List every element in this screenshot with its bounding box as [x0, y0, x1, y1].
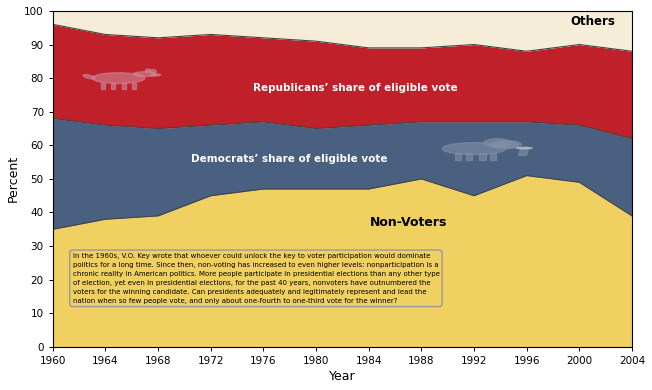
Text: Republicans’ share of eligible vote: Republicans’ share of eligible vote	[253, 83, 458, 93]
Bar	[111, 83, 115, 89]
Ellipse shape	[133, 72, 156, 76]
Y-axis label: Percent: Percent	[7, 155, 20, 202]
Text: Non-Voters: Non-Voters	[370, 216, 447, 229]
Ellipse shape	[83, 74, 95, 79]
Ellipse shape	[443, 143, 505, 155]
Bar	[455, 153, 462, 160]
Ellipse shape	[151, 69, 156, 73]
Ellipse shape	[92, 73, 145, 83]
Ellipse shape	[516, 147, 533, 149]
Ellipse shape	[145, 69, 151, 72]
Bar	[122, 83, 126, 89]
Bar	[466, 153, 472, 160]
Bar	[479, 153, 486, 160]
Ellipse shape	[150, 74, 160, 76]
Text: In the 1960s, V.O. Key wrote that whoever could unlock the key to voter particip: In the 1960s, V.O. Key wrote that whoeve…	[72, 253, 439, 304]
Polygon shape	[518, 147, 529, 155]
Bar	[132, 83, 136, 89]
Ellipse shape	[490, 141, 522, 149]
Text: Others: Others	[570, 14, 615, 28]
X-axis label: Year: Year	[329, 370, 355, 383]
Bar	[100, 83, 105, 89]
Ellipse shape	[484, 139, 511, 147]
Ellipse shape	[492, 141, 519, 148]
Bar	[490, 153, 496, 160]
Text: Democrats’ share of eligible vote: Democrats’ share of eligible vote	[192, 154, 388, 164]
